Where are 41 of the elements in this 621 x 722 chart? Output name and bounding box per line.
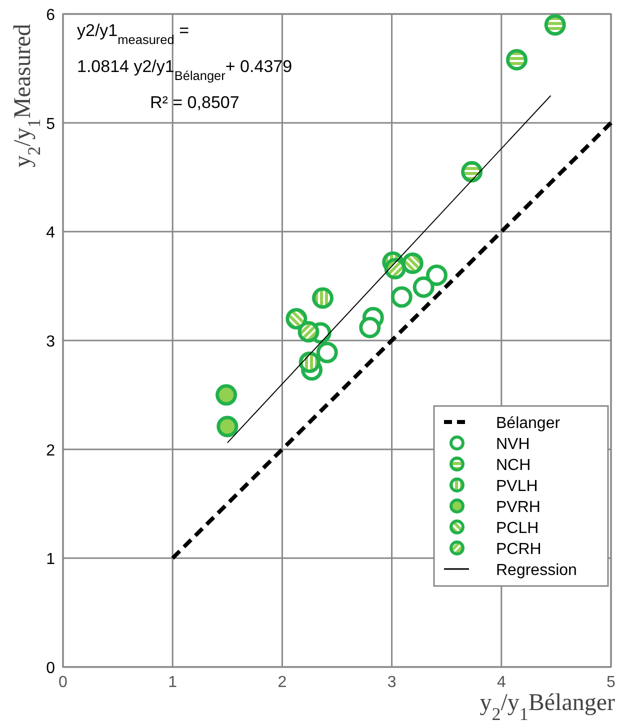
y-tick-label: 3 (46, 334, 56, 350)
annotation: y2/y1$_{measured}$ = (77, 21, 190, 46)
point (312, 287, 334, 309)
point (316, 342, 338, 364)
x-axis-title: y$_{2}$/y$_{1}$Bélanger (480, 690, 616, 722)
annotation: R² = 0,8507 (150, 93, 240, 112)
legend-label: Regression (496, 562, 577, 579)
y-tick-label: 6 (46, 7, 56, 24)
y-tick-label: 1 (46, 551, 56, 568)
point (298, 321, 320, 343)
annotation: 1.0814 y2/y1$_{Bélanger}$+ 0.4379 (77, 57, 292, 82)
legend-label: PCRH (496, 541, 542, 558)
y-tick-label: 2 (46, 442, 56, 460)
legend-label: PVRH (496, 499, 540, 516)
x-tick-label: 5 (606, 674, 616, 691)
point (286, 308, 308, 330)
point (506, 48, 528, 70)
point (359, 316, 381, 338)
point (412, 276, 434, 298)
point (384, 258, 406, 280)
x-tick-label: 1 (168, 674, 178, 691)
point (402, 252, 424, 274)
point (390, 286, 412, 308)
point (544, 14, 566, 36)
point (216, 416, 238, 438)
point (461, 161, 483, 183)
y-tick-label: 5 (46, 116, 56, 133)
point (426, 264, 448, 286)
legend-label: PVLH (496, 478, 538, 495)
x-tick-label: 3 (387, 674, 396, 691)
point (298, 352, 320, 374)
legend-label: PCLH (496, 520, 539, 537)
y-tick-label: 0 (46, 660, 56, 677)
x-tick-label: 0 (58, 674, 68, 691)
legend-label: NCH (496, 457, 531, 474)
x-tick-label: 4 (496, 674, 506, 691)
point (216, 384, 238, 406)
legend-label: NVH (496, 436, 530, 453)
x-tick-label: 2 (278, 674, 287, 691)
y-tick-label: 4 (46, 224, 56, 242)
legend-label: Bélanger (496, 415, 561, 432)
